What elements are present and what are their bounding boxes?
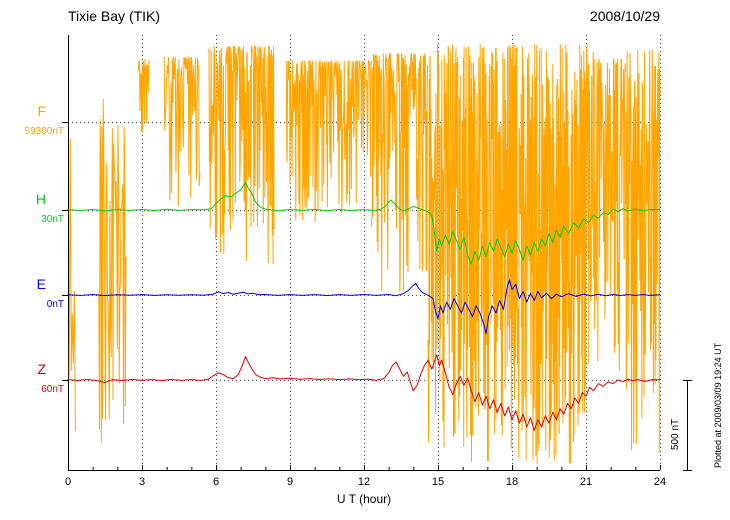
trace-F (137, 59, 150, 133)
component-baseline-Z: 60nT (41, 384, 64, 395)
trace-F (370, 53, 429, 293)
x-tick-label: 0 (64, 476, 72, 488)
x-axis-label: U T (hour) (336, 492, 392, 506)
trace-F (592, 58, 626, 371)
trace-F (625, 49, 661, 454)
x-tick-label: 21 (579, 476, 593, 488)
x-tick-label: 9 (286, 476, 294, 488)
x-tick-label: 24 (653, 476, 667, 488)
trace-H (67, 182, 661, 265)
trace-Z (67, 354, 661, 431)
trace-F (469, 44, 594, 464)
x-tick-label: 3 (138, 476, 146, 488)
plotted-at-note: Plotted at 2009/03/09 19:24 UT (713, 342, 723, 468)
trace-F (68, 138, 76, 432)
trace-F (427, 44, 471, 448)
component-label-F: F (37, 103, 46, 119)
plot-date: 2008/10/29 (589, 8, 660, 24)
x-tick-label: 15 (431, 476, 445, 488)
station-title: Tixie Bay (TIK) (68, 8, 161, 24)
component-label-H: H (35, 191, 46, 207)
scale-bar-label: 500 nT (670, 418, 681, 450)
component-label-Z: Z (37, 361, 46, 377)
trace-F (98, 98, 127, 443)
x-tick-label: 6 (212, 476, 220, 488)
trace-F (285, 60, 372, 222)
component-baseline-E: 0nT (46, 299, 64, 310)
component-label-E: E (36, 276, 46, 292)
trace-F (208, 45, 275, 264)
component-baseline-H: 30nT (41, 214, 64, 225)
trace-E (67, 279, 661, 335)
component-baseline-F: 59390nT (24, 126, 64, 137)
trace-F (163, 56, 201, 207)
x-tick-label: 12 (357, 476, 371, 488)
x-tick-label: 18 (505, 476, 519, 488)
